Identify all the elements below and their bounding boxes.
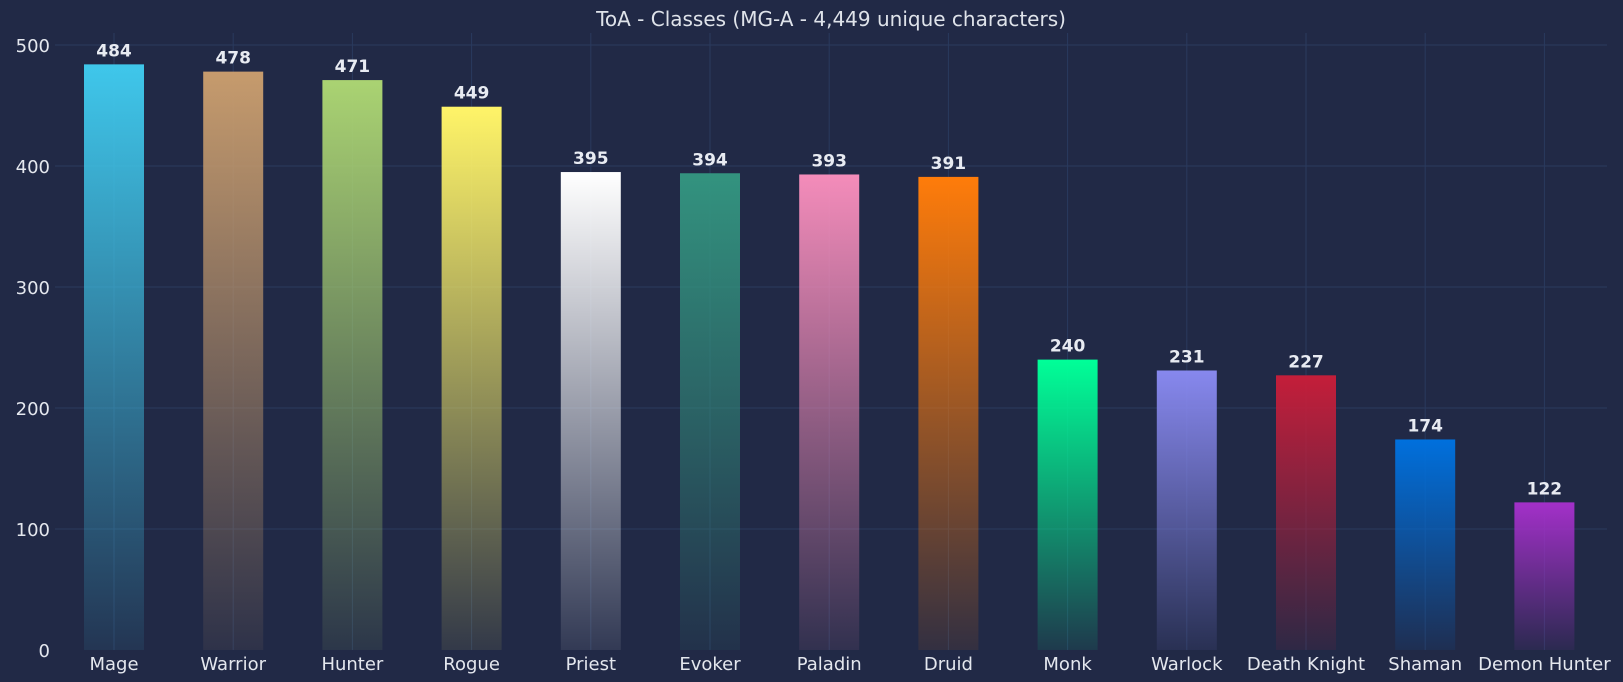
x-tick-label: Mage xyxy=(89,654,138,675)
bar-hunter xyxy=(322,80,383,651)
value-label: 395 xyxy=(573,149,609,169)
x-tick-label: Death Knight xyxy=(1247,654,1365,675)
x-tick-label: Druid xyxy=(924,654,973,675)
value-label: 391 xyxy=(931,154,967,174)
bar-paladin xyxy=(799,174,860,650)
x-tick-label: Warrior xyxy=(200,654,266,675)
value-label: 240 xyxy=(1050,337,1086,357)
bar-warrior xyxy=(203,71,264,651)
value-labels: 484 478 471 449 395 394 393 391 240 231 227 174 122 xyxy=(96,41,1562,499)
value-label: 174 xyxy=(1407,416,1443,436)
x-tick-label: Warlock xyxy=(1151,654,1223,675)
bar-demon-hunter xyxy=(1514,502,1575,650)
x-tick-label: Shaman xyxy=(1388,654,1462,675)
value-label: 394 xyxy=(692,150,728,170)
bar-monk xyxy=(1037,359,1098,650)
x-tick-label: Paladin xyxy=(797,654,862,675)
y-tick-label: 500 xyxy=(16,36,50,57)
value-label: 484 xyxy=(96,41,132,61)
bar-priest xyxy=(560,172,621,651)
bars xyxy=(84,64,1575,651)
bar-evoker xyxy=(680,173,740,650)
bar-death-knight xyxy=(1276,375,1336,650)
value-label: 227 xyxy=(1288,352,1324,372)
y-tick-label: 100 xyxy=(16,520,50,541)
bar-druid xyxy=(918,176,979,650)
value-label: 231 xyxy=(1169,347,1205,367)
y-tick-label: 0 xyxy=(39,641,50,662)
bar-shaman xyxy=(1395,439,1456,650)
x-tick-label: Hunter xyxy=(321,654,383,675)
value-label: 478 xyxy=(215,49,251,69)
value-label: 449 xyxy=(454,84,490,104)
chart-title: ToA - Classes (MG-A - 4,449 unique chara… xyxy=(595,7,1066,31)
x-tick-label: Monk xyxy=(1043,654,1092,675)
x-tick-label: Demon Hunter xyxy=(1478,654,1611,675)
x-tick-label: Evoker xyxy=(679,654,741,675)
y-axis: 0 100 200 300 400 500 xyxy=(16,36,50,662)
bar-warlock xyxy=(1156,370,1217,650)
y-tick-label: 200 xyxy=(16,399,50,420)
value-label: 471 xyxy=(335,57,371,77)
bar-rogue xyxy=(441,106,502,650)
y-tick-label: 400 xyxy=(16,157,50,178)
y-tick-label: 300 xyxy=(16,278,50,299)
x-axis: Mage Warrior Hunter Rogue Priest Evoker Paladi… xyxy=(89,654,1611,675)
value-label: 122 xyxy=(1527,479,1563,499)
x-tick-label: Priest xyxy=(566,654,616,675)
x-tick-label: Rogue xyxy=(443,654,500,675)
bar-mage xyxy=(84,64,144,651)
value-label: 393 xyxy=(811,151,847,171)
